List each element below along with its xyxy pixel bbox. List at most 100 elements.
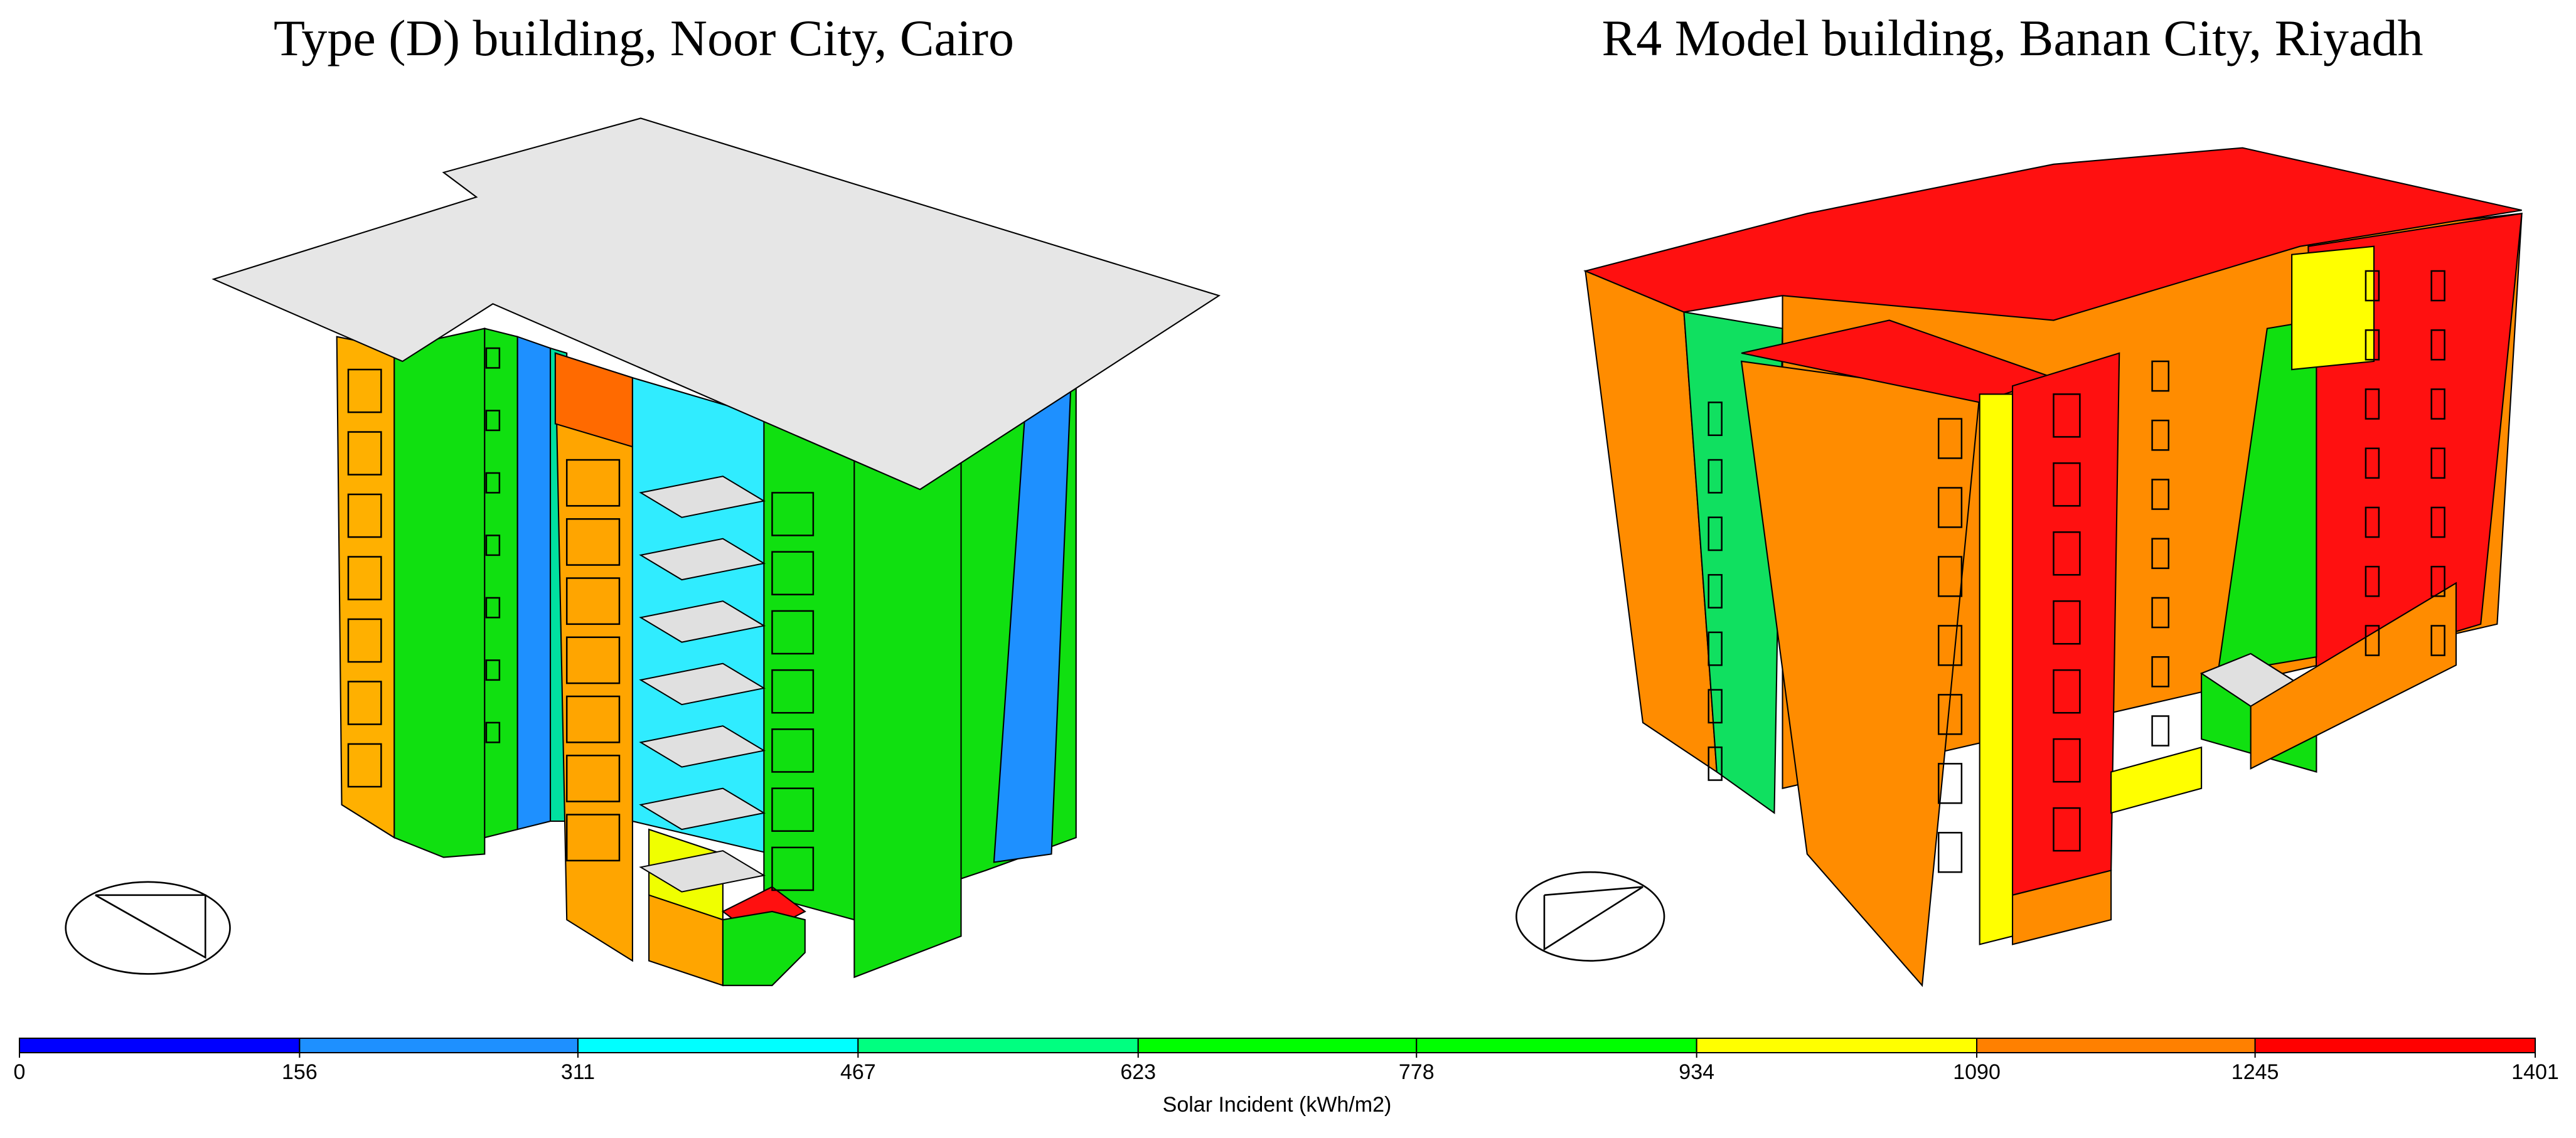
window <box>2151 538 2170 570</box>
building-riyadh <box>1583 147 2523 987</box>
colorbar-segment <box>2254 1038 2536 1053</box>
window <box>2365 329 2380 361</box>
window <box>347 368 382 413</box>
window <box>485 597 501 619</box>
window <box>1708 574 1723 609</box>
window <box>2430 329 2445 361</box>
balcony <box>639 787 766 831</box>
window <box>565 459 621 507</box>
window <box>1937 832 1963 873</box>
window <box>771 728 815 773</box>
window <box>485 659 501 681</box>
window <box>2430 625 2445 656</box>
window <box>1937 625 1963 666</box>
window <box>2365 270 2380 302</box>
window <box>2365 447 2380 479</box>
colorbar-tick-label: 1401 <box>2511 1060 2559 1084</box>
window <box>347 556 382 600</box>
colorbar-segment <box>577 1038 859 1053</box>
window <box>485 472 501 494</box>
window <box>2365 506 2380 538</box>
window <box>565 695 621 743</box>
window <box>347 618 382 663</box>
window <box>2365 625 2380 656</box>
window <box>2151 656 2170 688</box>
window <box>771 610 815 655</box>
window <box>2151 479 2170 510</box>
window <box>2053 462 2081 507</box>
balcony <box>639 538 766 581</box>
window <box>565 636 621 684</box>
window <box>1708 689 1723 724</box>
colorbar-segment <box>857 1038 1139 1053</box>
compass <box>65 871 1665 975</box>
colorbar-tick-label: 1090 <box>1953 1060 2001 1084</box>
window <box>1708 459 1723 494</box>
colorbar-segment <box>1416 1038 1697 1053</box>
panel-title: Type (D) building, Noor City, Cairo <box>274 9 1014 66</box>
window <box>1708 401 1723 437</box>
window <box>2151 419 2170 451</box>
window <box>2430 565 2445 597</box>
colorbar-tick-label: 156 <box>282 1060 318 1084</box>
window <box>771 846 815 891</box>
colorbar-tick-label: 778 <box>1399 1060 1435 1084</box>
window <box>1708 516 1723 551</box>
window <box>485 721 501 743</box>
balcony <box>639 662 766 706</box>
colorbar-segment <box>1696 1038 1978 1053</box>
window <box>485 534 501 556</box>
window <box>565 518 621 566</box>
window <box>2151 360 2170 392</box>
window <box>2053 807 2081 852</box>
colorbar-tick-label: 934 <box>1679 1060 1714 1084</box>
window <box>1937 418 1963 459</box>
colorbar-tick-label: 623 <box>1120 1060 1156 1084</box>
window <box>485 410 501 432</box>
balcony <box>639 850 766 893</box>
window <box>2430 270 2445 302</box>
colorbar-segment <box>1137 1038 1418 1053</box>
window <box>2365 565 2380 597</box>
window <box>485 347 501 369</box>
panel-title: R4 Model building, Banan City, Riyadh <box>1602 9 2424 66</box>
window <box>2053 531 2081 576</box>
window <box>2430 388 2445 420</box>
colorbar-segment <box>19 1038 301 1053</box>
window <box>347 681 382 725</box>
window <box>771 492 815 536</box>
building-cairo <box>211 117 1221 987</box>
balcony <box>639 725 766 768</box>
window <box>2053 393 2081 438</box>
window <box>1937 763 1963 804</box>
colorbar-tick-label: 467 <box>840 1060 876 1084</box>
window <box>2151 597 2170 629</box>
balcony <box>639 476 766 518</box>
window <box>771 551 815 595</box>
window <box>2430 506 2445 538</box>
window <box>1937 556 1963 597</box>
window <box>2053 669 2081 714</box>
window <box>2053 600 2081 645</box>
window <box>2365 388 2380 420</box>
window <box>1708 746 1723 781</box>
window <box>2151 715 2170 747</box>
colorbar-segment <box>299 1038 579 1053</box>
window <box>347 743 382 788</box>
window <box>565 814 621 862</box>
window <box>1708 631 1723 666</box>
window <box>771 787 815 832</box>
window <box>2053 738 2081 783</box>
window <box>1937 487 1963 528</box>
colorbar-tick-label: 1245 <box>2231 1060 2279 1084</box>
window <box>347 431 382 476</box>
colorbar-tick-label: 311 <box>561 1060 595 1084</box>
window <box>1937 694 1963 735</box>
balcony <box>639 600 766 643</box>
window <box>565 755 621 802</box>
window <box>565 577 621 625</box>
colorbar-label: Solar Incident (kWh/m2) <box>1163 1093 1392 1117</box>
colorbar-segment <box>1976 1038 2256 1053</box>
window <box>2430 447 2445 479</box>
